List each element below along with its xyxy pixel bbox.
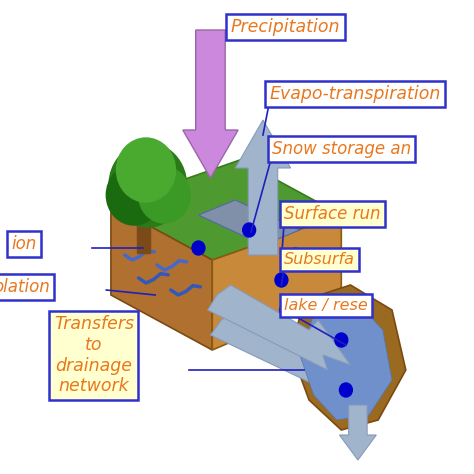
Polygon shape [111,205,212,350]
Text: Transfers
to
drainage
network: Transfers to drainage network [54,315,134,395]
Text: olation: olation [0,278,50,296]
Text: ion: ion [11,235,36,253]
Circle shape [275,273,288,287]
Text: Snow storage an: Snow storage an [272,140,411,158]
Circle shape [243,223,255,237]
Circle shape [289,248,301,262]
Polygon shape [183,30,238,178]
Text: Surface run: Surface run [284,205,381,223]
Polygon shape [111,160,341,260]
Polygon shape [339,405,376,460]
Circle shape [192,241,205,255]
Circle shape [280,303,292,317]
Circle shape [339,383,352,397]
Polygon shape [212,215,341,350]
Circle shape [109,143,186,227]
Text: Precipitation: Precipitation [231,18,340,36]
Text: lake / rese: lake / rese [284,298,368,313]
Bar [137,218,150,253]
Polygon shape [235,120,291,255]
Circle shape [117,138,175,202]
Polygon shape [300,300,392,420]
Polygon shape [210,310,355,393]
Text: Subsurfa: Subsurfa [284,252,355,267]
Circle shape [335,333,348,347]
Polygon shape [199,200,300,245]
Circle shape [138,167,190,223]
Polygon shape [208,285,350,370]
Polygon shape [291,285,406,430]
Circle shape [106,165,162,225]
Text: Evapo-transpiration: Evapo-transpiration [269,85,441,103]
